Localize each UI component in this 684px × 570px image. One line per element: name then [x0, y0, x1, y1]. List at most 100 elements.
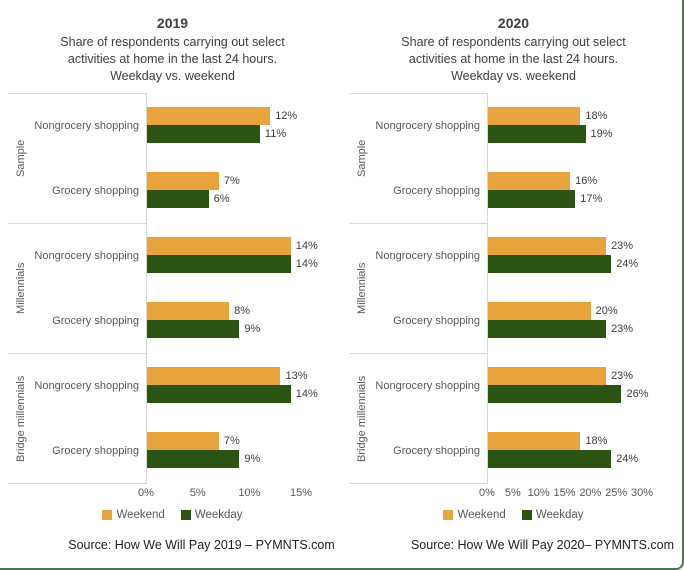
category-label: Grocery shopping: [393, 185, 480, 197]
weekday-bar: [488, 450, 612, 468]
value-label: 11%: [264, 128, 287, 140]
value-label: 18%: [585, 435, 608, 447]
value-label: 14%: [295, 240, 318, 252]
weekend-bar: [147, 432, 219, 450]
weekday-bar: [147, 255, 291, 273]
chart-title-2019: 2019: [156, 15, 189, 31]
category-label: Nongrocery shopping: [375, 380, 480, 392]
chart-panel-2020: 2020 Share of respondents carrying out s…: [341, 0, 682, 568]
weekday-bar: [488, 385, 622, 403]
weekday-bar: [488, 320, 607, 338]
weekend-bar: [488, 172, 571, 190]
weekday-bar: [488, 255, 612, 273]
weekend-bar: [147, 237, 291, 255]
weekend-bar: [147, 107, 271, 125]
legend-label-weekday: Weekday: [535, 509, 584, 521]
axis-tick: 30%: [630, 487, 654, 499]
value-label: 17%: [580, 193, 603, 205]
axis-tick: 0%: [138, 487, 154, 499]
axis-tick: 10%: [238, 487, 261, 499]
value-label: 20%: [595, 305, 618, 317]
legend-label-weekday: Weekday: [194, 509, 243, 521]
value-label: 19%: [590, 128, 613, 140]
chart-subtitle-2019: Share of respondents carrying out select…: [8, 34, 337, 85]
value-label: 7%: [223, 435, 240, 447]
subtitle-line: activities at home in the last 24 hours.: [408, 52, 619, 66]
axis-tick: 0%: [479, 487, 495, 499]
value-label: 6%: [213, 193, 230, 205]
source-text-2020: Source: How We Will Pay 2020– PYMNTS.com: [410, 538, 675, 552]
group-millennials: Millennials Nongrocery shopping Grocery …: [349, 223, 678, 353]
value-label: 9%: [244, 453, 261, 465]
category-label: Grocery shopping: [393, 445, 480, 457]
group-bridge-millennials: Bridge millennials Nongrocery shopping G…: [349, 353, 678, 484]
group-label: Sample: [356, 139, 368, 178]
weekday-bar: [147, 125, 260, 143]
chart-title-2020: 2020: [497, 15, 530, 31]
subtitle-line: Share of respondents carrying out select: [401, 35, 626, 49]
category-label: Grocery shopping: [52, 445, 139, 457]
value-label: 18%: [585, 110, 608, 122]
value-label: 9%: [244, 323, 261, 335]
x-axis-2020: 0% 5% 10% 15% 20% 25% 30%: [479, 487, 653, 502]
weekend-bar: [488, 302, 591, 320]
value-label: 14%: [295, 388, 318, 400]
bar-chart-2019: Sample Nongrocery shopping Grocery shopp…: [8, 93, 337, 484]
chart-panel-2019: 2019 Share of respondents carrying out s…: [0, 0, 341, 568]
legend-swatch-weekday: [180, 510, 191, 520]
axis-tick: 5%: [504, 487, 521, 499]
weekend-bar: [147, 172, 219, 190]
group-label: Bridge millennials: [15, 375, 27, 462]
subtitle-line: activities at home in the last 24 hours.: [67, 52, 278, 66]
bar-chart-2020: Sample Nongrocery shopping Grocery shopp…: [349, 93, 678, 484]
group-sample: Sample Nongrocery shopping Grocery shopp…: [8, 93, 337, 223]
category-label: Nongrocery shopping: [375, 250, 480, 262]
weekday-bar: [147, 385, 291, 403]
value-label: 7%: [223, 175, 240, 187]
category-label: Nongrocery shopping: [34, 380, 139, 392]
group-label: Bridge millennials: [356, 375, 368, 462]
value-label: 26%: [626, 388, 649, 400]
subtitle-line: Weekday vs. weekend: [451, 69, 576, 83]
group-bridge-millennials: Bridge millennials Nongrocery shopping G…: [8, 353, 337, 484]
group-sample: Sample Nongrocery shopping Grocery shopp…: [349, 93, 678, 223]
axis-tick: 15%: [289, 487, 313, 499]
value-label: 13%: [285, 370, 308, 382]
weekend-bar: [488, 237, 607, 255]
value-label: 14%: [295, 258, 318, 270]
legend-swatch-weekday: [521, 510, 532, 520]
value-label: 12%: [275, 110, 298, 122]
weekend-bar: [488, 432, 581, 450]
weekday-bar: [147, 190, 209, 208]
weekday-bar: [488, 190, 576, 208]
axis-tick: 5%: [189, 487, 206, 499]
value-label: 23%: [611, 370, 634, 382]
weekend-bar: [147, 302, 230, 320]
value-label: 23%: [611, 240, 634, 252]
category-label: Nongrocery shopping: [34, 120, 139, 132]
group-label: Millennials: [356, 262, 368, 315]
group-label: Sample: [15, 139, 27, 178]
legend-swatch-weekend: [443, 510, 454, 520]
category-label: Nongrocery shopping: [34, 250, 139, 262]
subtitle-line: Weekday vs. weekend: [110, 69, 235, 83]
axis-tick: 10%: [527, 487, 550, 499]
legend-swatch-weekend: [102, 510, 113, 520]
legend-2019: Weekend Weekday: [8, 509, 337, 521]
legend-label-weekend: Weekend: [116, 509, 165, 521]
value-label: 24%: [616, 258, 639, 270]
weekend-bar: [147, 367, 281, 385]
axis-tick: 20%: [579, 487, 602, 499]
legend-2020: Weekend Weekday: [349, 509, 678, 521]
weekend-bar: [488, 107, 581, 125]
axis-tick: 15%: [553, 487, 576, 499]
axis-tick: 25%: [605, 487, 628, 499]
group-millennials: Millennials Nongrocery shopping Grocery …: [8, 223, 337, 353]
value-label: 8%: [234, 305, 251, 317]
category-label: Grocery shopping: [52, 185, 139, 197]
category-label: Grocery shopping: [52, 315, 139, 327]
weekend-bar: [488, 367, 607, 385]
source-text-2019: Source: How We Will Pay 2019 – PYMNTS.co…: [68, 538, 335, 552]
value-label: 16%: [575, 175, 598, 187]
